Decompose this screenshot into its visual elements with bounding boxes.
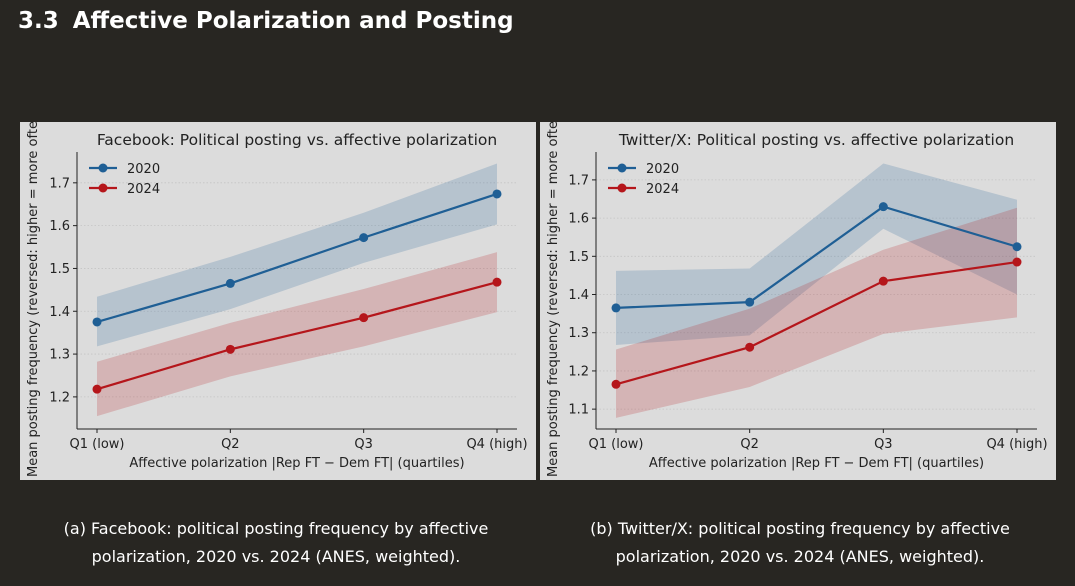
facebook-chart-canvas: 1.2 1.3 1.4 1.5 1.6 1.7 Q1 (low) Q2 Q3 Q4 (high) F… [26,122,528,477]
legend-label-2020: 2020 [646,162,679,177]
y-tick-label: 1.5 [568,250,589,265]
x-axis-label: Affective polarization |Rep FT − Dem FT|… [649,456,984,471]
y-tick-label: 1.4 [568,288,589,303]
data-point-2024 [611,379,621,389]
y-tick-label: 1.2 [568,364,589,379]
data-point-2020 [1012,242,1022,252]
x-tick-label: Q1 (low) [70,437,125,452]
data-point-2024 [1012,257,1022,267]
facebook-chart: 1.2 1.3 1.4 1.5 1.6 1.7 Q1 (low) Q2 Q3 Q4 (high) F… [20,122,536,480]
section-heading: 3.3 Affective Polarization and Posting [18,8,528,34]
series-line-2024 [615,260,1018,386]
series-line-2020 [615,205,1018,309]
data-point-2020 [92,317,102,327]
data-point-2024 [92,384,102,394]
y-tick-label: 1.5 [49,262,70,277]
caption-text: Facebook: political posting frequency by… [91,519,489,566]
section-title: Affective Polarization and Posting [72,8,514,34]
legend-marker-2024 [98,183,108,193]
series-line-2024 [96,281,498,391]
x-tick-label: Q2 [221,437,240,452]
caption-text: Twitter/X: political posting frequency b… [615,519,1010,566]
legend-label-2020: 2020 [127,162,160,177]
x-tick-label: Q2 [740,437,759,452]
caption-label: (a) [63,519,86,538]
data-point-2020 [225,278,235,288]
ci-band-2020 [97,163,497,347]
y-tick-label: 1.2 [49,390,70,405]
chart-title: Facebook: Political posting vs. affectiv… [97,131,497,149]
section-number: 3.3 [18,8,59,34]
data-point-2024 [492,277,502,287]
y-tick-label: 1.7 [568,173,589,188]
x-tick-label: Q1 (low) [589,437,644,452]
data-point-2020 [492,189,502,199]
x-tick-label: Q4 (high) [986,437,1047,452]
caption-label: (b) [590,519,613,538]
ci-band-2024 [616,207,1017,418]
data-point-2024 [359,313,369,323]
y-tick-label: 1.3 [568,326,589,341]
x-axis-label: Affective polarization |Rep FT − Dem FT|… [129,456,464,471]
x-tick-label: Q3 [354,437,373,452]
data-point-2024 [878,276,888,286]
y-tick-label: 1.7 [49,176,70,191]
y-tick-label: 1.3 [49,348,70,363]
caption-b: (b) Twitter/X: political posting frequen… [540,515,1060,571]
legend-marker-2024 [617,183,627,193]
chart-title: Twitter/X: Political posting vs. affecti… [618,131,1014,149]
twitter-chart: 1.1 1.2 1.3 1.4 1.5 1.6 1.7 Q1 (low) Q2 Q3 Q4 (hig… [540,122,1056,480]
twitter-chart-canvas: 1.1 1.2 1.3 1.4 1.5 1.6 1.7 Q1 (low) Q2 Q3 Q4 (hig… [546,122,1048,477]
y-axis-label: Mean posting frequency (reversed: higher… [546,122,561,477]
y-tick-label: 1.6 [49,219,70,234]
legend-marker-2020 [98,163,108,173]
data-point-2020 [745,297,755,307]
series-line-2020 [96,192,498,324]
legend-label-2024: 2024 [127,182,160,197]
caption-a: (a) Facebook: political posting frequenc… [16,515,536,571]
data-point-2024 [225,344,235,354]
legend-label-2024: 2024 [646,182,679,197]
x-tick-label: Q3 [874,437,893,452]
x-tick-label: Q4 (high) [466,437,527,452]
data-point-2024 [745,342,755,352]
data-point-2020 [359,233,369,243]
y-tick-label: 1.6 [568,212,589,227]
data-point-2020 [878,202,888,212]
y-axis-label: Mean posting frequency (reversed: higher… [26,122,41,477]
y-tick-label: 1.4 [49,305,70,320]
data-point-2020 [611,303,621,313]
y-tick-label: 1.1 [568,403,589,418]
legend-marker-2020 [617,163,627,173]
